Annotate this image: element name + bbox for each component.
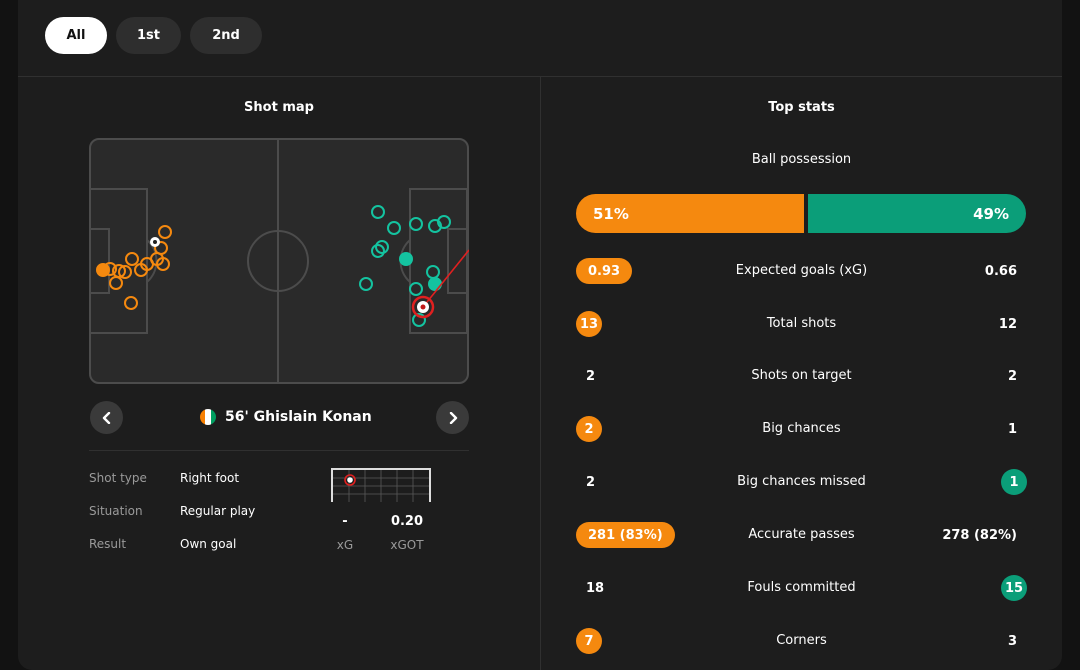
home-shot [118,265,132,279]
stat-away-value: 1 [1007,421,1017,437]
selected-shot-marker [411,295,435,319]
stat-home-value: 2 [576,416,602,442]
xgot-value: 0.20 [390,514,424,529]
xgot-label: xGOT [390,538,424,552]
home-goal-marker [150,237,160,247]
goal-frame-diagram [331,468,431,502]
stat-row: Corners 7 3 [541,626,1062,656]
away-shot [387,221,401,235]
home-shot [156,257,170,271]
stat-away-value: 1 [1001,469,1027,495]
shot-map-pitch [89,138,469,384]
stat-row: Total shots 13 12 [541,309,1062,339]
away-shot [371,244,385,258]
stat-home-value: 2 [586,368,596,384]
selected-shot-trajectory [422,249,469,308]
period-tabs: All 1st 2nd [45,17,262,54]
stat-label: Shots on target [751,368,852,383]
situation-value: Regular play [180,504,256,518]
away-shot [428,219,442,233]
stat-row: Big chances 2 1 [541,414,1062,444]
shot-placement-marker [344,474,356,486]
away-shot [409,217,423,231]
away-shot-on-target [428,277,442,291]
top-stats-title: Top stats [768,100,835,115]
possession-away-value: 49% [973,204,1009,223]
selected-shot-player: 56' Ghislain Konan [200,408,372,426]
stat-row: Fouls committed 18 15 [541,573,1062,603]
result-value: Own goal [180,537,237,551]
stat-label: Expected goals (xG) [735,263,868,278]
away-shot [437,215,451,229]
stat-label: Total shots [766,316,837,331]
stat-away-value: 278 (82%) [942,527,1017,543]
stat-label: Fouls committed [747,580,856,595]
home-shot [109,276,123,290]
tab-second-half[interactable]: 2nd [190,17,262,54]
possession-bar-away: 49% [808,194,1026,233]
result-label: Result [89,537,127,551]
home-shot [125,252,139,266]
home-shot-on-target [96,263,110,277]
xg-label: xG [336,538,354,552]
stat-away-value: 2 [1007,368,1017,384]
next-shot-button[interactable] [436,401,469,434]
country-flag-icon [200,409,216,425]
ball-possession-label: Ball possession [751,152,852,167]
tab-first-half[interactable]: 1st [116,17,181,54]
previous-shot-button[interactable] [90,401,123,434]
stat-home-value: 18 [586,580,605,596]
header-divider [18,76,1062,77]
stat-home-value: 7 [576,628,602,654]
stat-home-value: 0.93 [576,258,633,284]
right-goal-box [447,228,468,294]
away-shot [375,240,389,254]
left-goal-box [89,228,110,294]
tab-all[interactable]: All [45,17,107,54]
match-stats-card: All 1st 2nd Shot map [18,0,1062,670]
stat-label: Corners [776,633,827,648]
shot-minute-player: 56' Ghislain Konan [225,409,372,425]
stat-label: Big chances [762,421,841,436]
shot-details-divider [89,450,469,451]
stat-home-value: 281 (83%) [576,522,675,548]
situation-label: Situation [89,504,143,518]
stat-row: Big chances missed 2 1 [541,467,1062,497]
away-shot [409,282,423,296]
chevron-left-icon [102,411,110,424]
column-divider [540,77,541,670]
stat-label: Accurate passes [748,527,855,542]
xg-value: - [342,514,348,529]
stat-row: Expected goals (xG) 0.93 0.66 [541,256,1062,286]
away-shot-on-target [399,252,413,266]
stat-away-value: 0.66 [984,263,1017,279]
stat-home-value: 2 [586,474,596,490]
stat-label: Big chances missed [737,474,866,489]
home-shot [134,263,148,277]
stat-home-value: 13 [576,311,602,337]
stat-row: Shots on target 2 2 [541,361,1062,391]
shot-type-label: Shot type [89,471,147,485]
away-shot [359,277,373,291]
home-shot [158,225,172,239]
shot-type-value: Right foot [180,471,240,485]
stat-row: Accurate passes 281 (83%) 278 (82%) [541,520,1062,550]
center-circle [247,230,309,292]
away-shot [412,313,426,327]
home-shot [124,296,138,310]
chevron-right-icon [449,411,457,424]
stat-away-value: 3 [1007,633,1017,649]
possession-home-value: 51% [593,204,629,223]
away-shot [371,205,385,219]
possession-bar-home: 51% [576,194,804,233]
shot-map-title: Shot map [244,100,314,115]
stat-away-value: 15 [1001,575,1027,601]
stat-away-value: 12 [998,316,1017,332]
